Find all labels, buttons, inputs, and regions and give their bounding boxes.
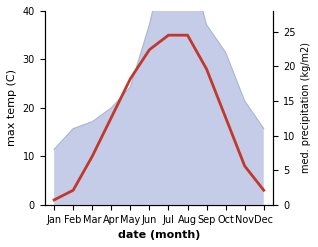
Y-axis label: max temp (C): max temp (C) bbox=[7, 69, 17, 146]
X-axis label: date (month): date (month) bbox=[118, 230, 200, 240]
Y-axis label: med. precipitation (kg/m2): med. precipitation (kg/m2) bbox=[301, 42, 311, 173]
